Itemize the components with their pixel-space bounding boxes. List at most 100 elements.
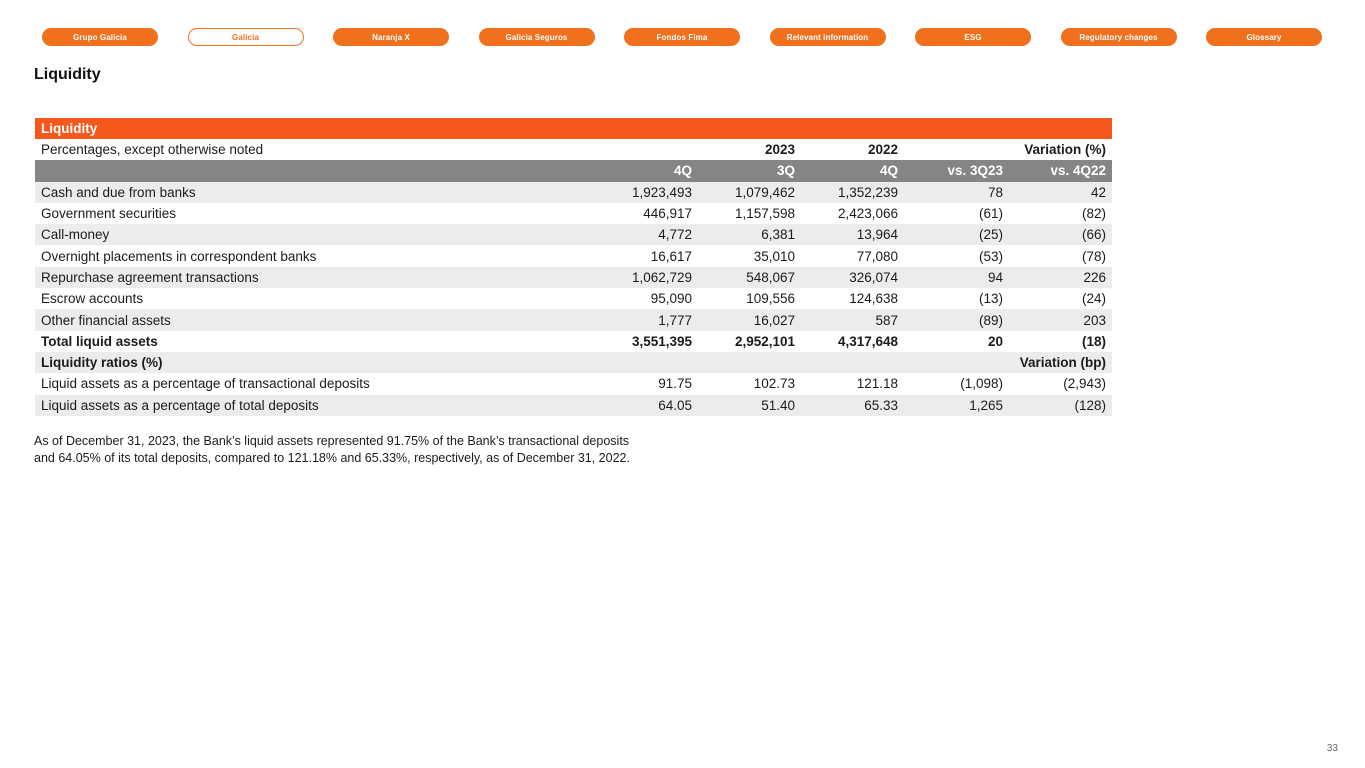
cell-value: 102.73 (753, 376, 795, 392)
cell-value: 121.18 (856, 376, 898, 392)
table-row: Liquid assets as a percentage of total d… (35, 394, 1112, 416)
nav-button-galicia[interactable]: Galicia (187, 28, 304, 46)
quarter-header-vs-4q22: vs. 4Q22 (1050, 163, 1106, 179)
nav-button-label: ESG (964, 32, 982, 42)
table-section-row: Liquidity ratios (%) Variation (bp) (35, 351, 1112, 374)
cell-value: 6,381 (761, 227, 795, 243)
cell-value: (89) (978, 312, 1003, 328)
cell-value: 1,265 (969, 397, 1003, 413)
cell-value: 4,317,648 (837, 333, 898, 349)
nav-button-relevant-information[interactable]: Relevant information (769, 28, 886, 46)
table-row: Cash and due from banks 1,923,493 1,079,46… (35, 181, 1112, 203)
cell-value: 64.05 (658, 397, 692, 413)
table-row: Liquid assets as a percentage of transac… (35, 373, 1112, 394)
row-label: Escrow accounts (41, 291, 144, 307)
table-row: Repurchase agreement transactions 1,062,7… (35, 266, 1112, 289)
row-label: Cash and due from banks (41, 184, 196, 200)
top-nav: Grupo Galicia Galicia Naranja X Galicia … (42, 28, 1322, 46)
quarter-header-4q-2022: 4Q (879, 163, 898, 179)
footnote: As of December 31, 2023, the Bank’s liqu… (34, 433, 630, 466)
liquidity-table: Liquidity Percentages, except otherwise … (35, 118, 1112, 416)
cell-value: 203 (1083, 312, 1106, 328)
cell-value: 1,777 (658, 312, 692, 328)
table-row: Call-money 4,772 6,381 13,964 (25) (66) (35, 224, 1112, 246)
cell-value: 587 (875, 312, 898, 328)
cell-value: 91.75 (658, 376, 692, 392)
row-label: Liquid assets as a percentage of total d… (41, 397, 319, 413)
cell-value: 3,551,395 (631, 333, 692, 349)
footnote-line-2: and 64.05% of its total deposits, compar… (34, 450, 630, 465)
nav-button-label: Galicia (232, 32, 259, 42)
year-2022-header: 2022 (867, 142, 898, 158)
table-row: Escrow accounts 95,090 109,556 124,638 (13) (… (35, 288, 1112, 309)
cell-value: 1,923,493 (631, 184, 692, 200)
nav-button-naranja-x[interactable]: Naranja X (333, 28, 449, 46)
section-right-label: Variation (bp) (1019, 355, 1106, 371)
cell-value: (53) (978, 248, 1003, 264)
cell-value: 35,010 (753, 248, 795, 264)
nav-button-label: Relevant information (786, 32, 869, 42)
cell-value: 446,917 (643, 206, 692, 222)
nav-button-grupo-galicia[interactable]: Grupo Galicia (42, 28, 158, 46)
variation-pct-header: Variation (%) (1024, 142, 1106, 158)
cell-value: 4,772 (658, 227, 692, 243)
nav-button-esg[interactable]: ESG (915, 28, 1031, 46)
cell-value: (61) (978, 206, 1003, 222)
cell-value: (78) (1081, 248, 1106, 264)
nav-button-label: Fondos Fima (656, 32, 708, 42)
page-title: Liquidity (34, 66, 101, 83)
cell-value: (66) (1081, 227, 1106, 243)
cell-value: 95,090 (650, 291, 692, 307)
row-label: Total liquid assets (41, 333, 158, 349)
cell-value: 124,638 (849, 291, 898, 307)
nav-button-label: Naranja X (372, 32, 410, 42)
row-label: Call-money (41, 227, 110, 243)
table-row: Overnight placements in correspondent ba… (35, 245, 1112, 266)
nav-button-regulatory-changes[interactable]: Regulatory changes (1060, 28, 1177, 46)
cell-value: (24) (1081, 291, 1106, 307)
row-label: Other financial assets (41, 312, 171, 328)
cell-value: 548,067 (746, 269, 795, 285)
row-label: Government securities (41, 206, 177, 222)
table-quarter-header-row: 4Q 3Q 4Q vs. 3Q23 vs. 4Q22 (35, 160, 1112, 182)
table-row: Government securities 446,917 1,157,598 2,4… (35, 203, 1112, 224)
cell-value: 78 (987, 184, 1003, 200)
cell-value: 1,352,239 (837, 184, 898, 200)
cell-value: 109,556 (746, 291, 795, 307)
table-subtitle: Percentages, except otherwise noted (41, 142, 264, 158)
nav-button-label: Regulatory changes (1079, 32, 1158, 42)
cell-value: (1,098) (960, 376, 1003, 392)
cell-value: 51.40 (761, 397, 795, 413)
nav-button-label: Grupo Galicia (73, 32, 127, 42)
cell-value: 326,074 (849, 269, 898, 285)
cell-value: 2,952,101 (734, 333, 795, 349)
footnote-line-1: As of December 31, 2023, the Bank’s liqu… (34, 434, 630, 448)
cell-value: 16,617 (650, 248, 692, 264)
cell-value: (18) (1081, 333, 1106, 349)
cell-value: 1,062,729 (631, 269, 692, 285)
cell-value: 1,157,598 (734, 206, 795, 222)
cell-value: (25) (978, 227, 1003, 243)
nav-button-fondos-fima[interactable]: Fondos Fima (624, 28, 740, 46)
cell-value: 1,079,462 (734, 184, 795, 200)
cell-value: 77,080 (856, 248, 898, 264)
table-year-header-row: Percentages, except otherwise noted 2023… (35, 139, 1112, 160)
table-row: Total liquid assets 3,551,395 2,952,101 4,3… (35, 331, 1112, 352)
cell-value: (82) (1081, 206, 1106, 222)
table-title-bar: Liquidity (35, 118, 1112, 139)
row-label: Liquidity ratios (%) (41, 355, 163, 371)
quarter-header-4q-2023: 4Q (673, 163, 692, 179)
page-number: 33 (1326, 743, 1338, 754)
nav-button-galicia-seguros[interactable]: Galicia Seguros (478, 28, 595, 46)
nav-button-label: Glossary (1246, 32, 1282, 42)
cell-value: 42 (1090, 184, 1106, 200)
cell-value: 20 (987, 333, 1003, 349)
year-2023-header: 2023 (764, 142, 795, 158)
cell-value: 65.33 (864, 397, 898, 413)
cell-value: 16,027 (753, 312, 795, 328)
nav-button-label: Galicia Seguros (505, 32, 568, 42)
row-label: Repurchase agreement transactions (41, 269, 259, 285)
row-label: Overnight placements in correspondent ba… (41, 248, 317, 264)
nav-button-glossary[interactable]: Glossary (1206, 28, 1322, 46)
